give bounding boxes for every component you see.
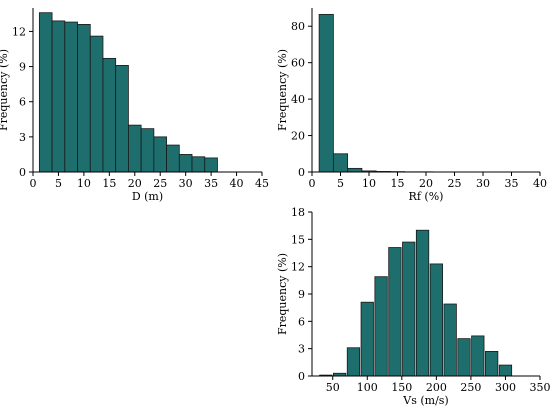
vs-hist-x-tick-label-2: 150 [391,381,412,394]
rf-hist-x-tick-label-4: 20 [419,177,433,190]
vs-hist-bar-11 [471,335,485,377]
rf-hist-x-tick-label-3: 15 [391,177,405,190]
d-hist-bar-9 [153,136,167,173]
vs-hist-x-axis-label: Vs (m/s) [402,394,448,407]
rf-hist-bar-2 [347,167,363,173]
d-hist-x-tick-label-2: 10 [77,177,91,190]
d-hist-bar-12 [191,156,206,173]
vs-hist-x-tick-label-3: 200 [426,381,447,394]
rf-hist-x-tick-label-1: 5 [337,177,344,190]
vs-hist-x-tick-label-4: 250 [460,381,481,394]
vs-hist-bar-5 [388,247,402,377]
d-hist-x-tick-label-9: 45 [255,177,269,190]
vs-hist-bar-6 [402,241,416,377]
d-hist-x-tick-label-8: 40 [230,177,244,190]
d-hist-x-tick-label-3: 15 [102,177,116,190]
vs-hist-y-tick-label-6: 18 [291,206,305,219]
d-hist-bar-8 [140,128,155,173]
d-hist-bar-2 [64,21,78,173]
vs-hist-y-tick-label-4: 12 [291,261,305,274]
rf-hist-bar-1 [332,153,349,173]
rf-hist-y-tick-label-1: 20 [291,130,305,143]
vs-hist-y-tick-label-0: 0 [298,370,305,383]
d-hist-y-tick-label-2: 6 [19,96,26,109]
vs-hist-y-tick-label-5: 15 [291,233,305,246]
d-hist-x-tick-label-5: 25 [153,177,167,190]
vs-hist-y-tick-label-2: 6 [298,315,305,328]
vs-hist-bar-4 [374,276,388,377]
vs-hist-panel: 50 100 150 200 250 300 350 0 3 6 9 12 15 18 Vs (m/s) Fr… [276,206,550,407]
rf-hist-x-tick-label-7: 35 [505,177,519,190]
d-hist-bar-10 [166,144,180,173]
vs-hist-y-tick-label-1: 3 [298,343,305,356]
d-hist-bar-4 [89,35,104,173]
vs-hist-bar-12 [485,350,499,377]
vs-hist-bar-10 [457,338,471,377]
vs-hist-x-tick-label-1: 100 [357,381,378,394]
vs-hist-bar-7 [415,229,430,377]
rf-hist-bar-0 [318,13,334,173]
d-hist-bar-1 [51,20,66,173]
vs-hist-bar-2 [346,347,361,377]
d-hist-x-tick-label-4: 20 [128,177,142,190]
vs-hist-y-tick-label-3: 9 [298,288,305,301]
vs-hist-x-tick-label-5: 300 [495,381,516,394]
d-hist-x-tick-label-7: 35 [204,177,218,190]
vs-hist-x-tick-label-0: 50 [326,381,340,394]
rf-hist-x-axis-label: Rf (%) [409,190,444,203]
d-hist-bar-5 [102,57,117,173]
rf-hist-y-tick-label-0: 0 [298,166,305,179]
d-hist-bar-11 [178,154,193,173]
rf-hist-x-tick-label-5: 25 [448,177,462,190]
rf-hist-x-tick-label-0: 0 [309,177,316,190]
vs-hist-x-tick-label-6: 350 [530,381,550,394]
rf-hist-y-axis-label: Frequency (%) [276,49,289,131]
d-hist-bar-7 [128,124,142,173]
vs-hist-bar-13 [498,364,513,377]
rf-hist-y-tick-label-4: 80 [291,20,305,33]
vs-hist-y-axis-label: Frequency (%) [276,253,289,335]
d-hist-bar-3 [77,23,91,173]
d-hist-y-tick-label-0: 0 [19,166,26,179]
d-hist-x-axis-label: D (m) [132,190,163,203]
rf-hist-x-tick-label-2: 10 [362,177,376,190]
d-hist-x-tick-label-1: 5 [55,177,62,190]
d-hist-panel: 0 5 10 15 20 25 30 35 40 45 0 3 6 9 12 D (m) Frequency (… [0,8,269,203]
vs-hist-bar-3 [360,301,374,377]
d-hist-y-tick-label-3: 9 [19,61,26,74]
d-hist-bar-0 [38,12,53,173]
vs-hist-bar-9 [443,303,457,377]
vs-hist-bar-8 [429,263,443,377]
rf-hist-y-tick-label-2: 40 [291,93,305,106]
d-hist-bar-13 [204,157,218,173]
d-hist-y-axis-label: Frequency (%) [0,49,10,131]
d-hist-x-tick-label-0: 0 [30,177,37,190]
d-hist-y-tick-label-1: 3 [19,131,26,144]
rf-hist-panel: 0 5 10 15 20 25 30 35 40 0 20 40 60 80 Rf (%) Frequency… [276,8,547,203]
rf-hist-x-tick-label-8: 40 [533,177,547,190]
rf-hist-y-tick-label-3: 60 [291,57,305,70]
rf-hist-x-tick-label-6: 30 [476,177,490,190]
d-hist-x-tick-label-6: 30 [179,177,193,190]
d-hist-y-tick-label-4: 12 [12,25,26,38]
d-hist-bar-6 [115,65,129,173]
